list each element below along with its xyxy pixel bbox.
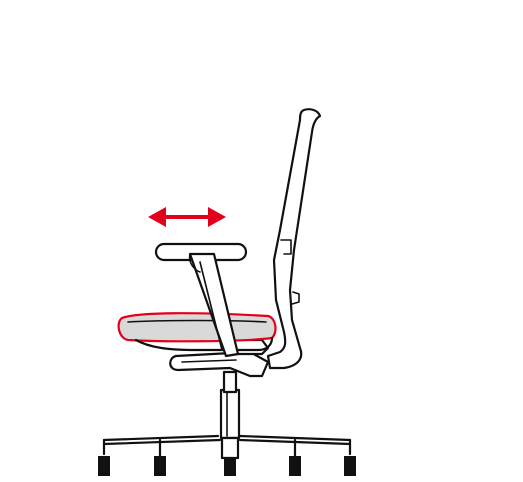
armrest: [154, 242, 248, 358]
caster-wheel: [154, 456, 166, 476]
seat-cushion: [117, 312, 277, 352]
double-arrow-icon: [148, 207, 226, 227]
caster-wheel: [98, 456, 110, 476]
backrest-frame: [266, 108, 322, 370]
seat-mechanism: [169, 338, 270, 378]
gas-lift-column: [219, 370, 241, 460]
caster-wheel: [289, 456, 301, 476]
caster-wheel: [224, 456, 236, 476]
chair-base: [98, 434, 356, 476]
caster-wheel: [344, 456, 356, 476]
